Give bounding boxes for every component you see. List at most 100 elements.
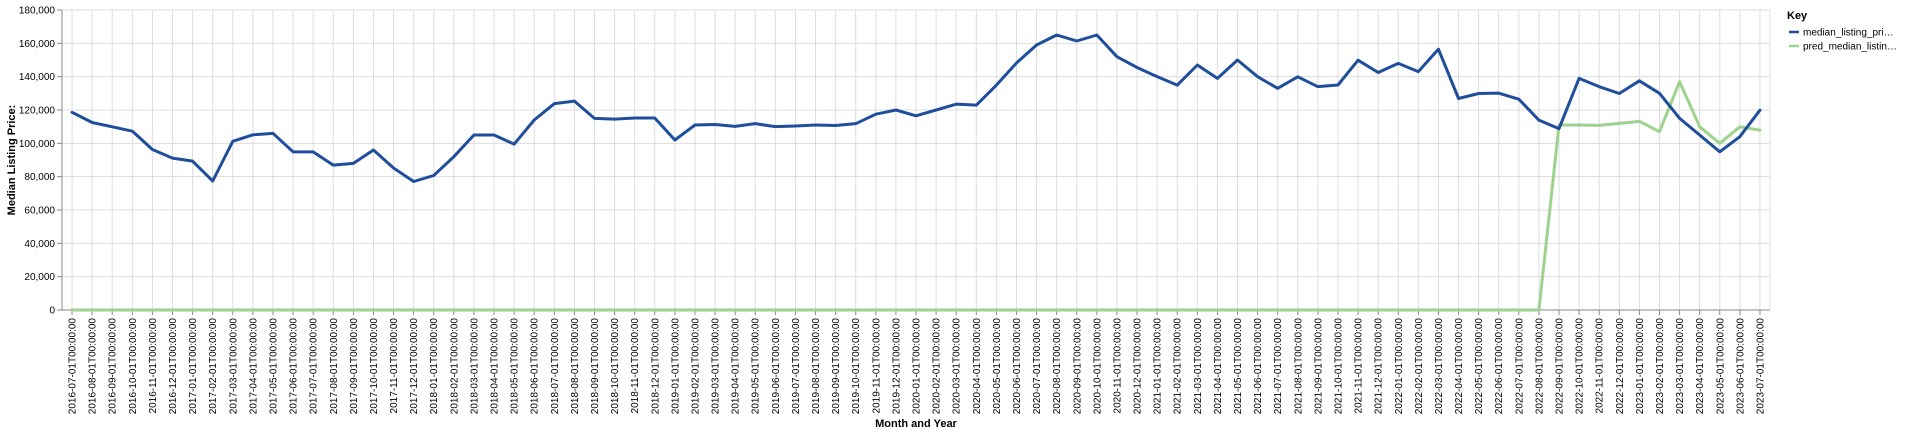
x-tick-label: 2022-03-01T00:00:00	[1434, 318, 1445, 415]
x-tick-label: 2020-10-01T00:00:00	[1092, 318, 1103, 415]
x-tick-label: 2017-02-01T00:00:00	[208, 318, 219, 415]
x-tick-label: 2019-02-01T00:00:00	[690, 318, 701, 415]
x-tick-label: 2019-11-01T00:00:00	[871, 318, 882, 414]
x-tick-label: 2020-05-01T00:00:00	[992, 318, 1003, 415]
x-tick-label: 2017-10-01T00:00:00	[369, 318, 380, 415]
x-tick-label: 2017-03-01T00:00:00	[228, 318, 239, 415]
y-tick-label: 180,000	[19, 6, 56, 17]
x-tick-label: 2018-03-01T00:00:00	[469, 318, 480, 415]
x-tick-label: 2020-07-01T00:00:00	[1032, 318, 1043, 415]
x-tick-label: 2022-10-01T00:00:00	[1575, 318, 1586, 415]
y-tick-label: 140,000	[19, 72, 56, 83]
x-tick-label: 2019-10-01T00:00:00	[851, 318, 862, 415]
x-tick-label: 2022-12-01T00:00:00	[1615, 318, 1626, 415]
x-tick-label: 2020-12-01T00:00:00	[1133, 318, 1144, 415]
y-tick-label: 40,000	[24, 239, 55, 250]
x-tick-label: 2022-11-01T00:00:00	[1595, 318, 1606, 414]
x-tick-label: 2022-01-01T00:00:00	[1394, 318, 1405, 415]
y-tick-label: 60,000	[24, 206, 55, 217]
x-tick-label: 2016-11-01T00:00:00	[148, 318, 159, 414]
x-tick-label: 2019-08-01T00:00:00	[811, 318, 822, 415]
x-tick-label: 2018-05-01T00:00:00	[510, 318, 521, 415]
x-tick-label: 2021-09-01T00:00:00	[1313, 318, 1324, 415]
x-tick-label: 2016-09-01T00:00:00	[108, 318, 119, 415]
x-tick-label: 2018-07-01T00:00:00	[550, 318, 561, 415]
x-tick-label: 2018-02-01T00:00:00	[449, 318, 460, 415]
y-tick-label: 160,000	[19, 39, 56, 50]
x-tick-label: 2021-02-01T00:00:00	[1173, 318, 1184, 415]
x-tick-label: 2017-11-01T00:00:00	[389, 318, 400, 414]
x-tick-label: 2019-06-01T00:00:00	[771, 318, 782, 415]
x-tick-label: 2023-04-01T00:00:00	[1695, 318, 1706, 415]
x-tick-label: 2018-10-01T00:00:00	[610, 318, 621, 415]
x-tick-label: 2021-11-01T00:00:00	[1354, 318, 1365, 414]
x-tick-label: 2021-08-01T00:00:00	[1293, 318, 1304, 415]
x-tick-label: 2022-07-01T00:00:00	[1514, 318, 1525, 415]
legend: Key median_listing_pri… pred_median_listi…	[1787, 10, 1897, 53]
x-tick-label: 2022-08-01T00:00:00	[1534, 318, 1545, 415]
x-tick-label: 2019-05-01T00:00:00	[751, 318, 762, 415]
y-tick-label: 120,000	[19, 106, 56, 117]
x-tick-label: 2018-04-01T00:00:00	[490, 318, 501, 415]
x-tick-label: 2018-09-01T00:00:00	[590, 318, 601, 415]
legend-label: pred_median_listin…	[1803, 42, 1897, 53]
x-tick-label: 2018-06-01T00:00:00	[530, 318, 541, 415]
x-tick-label: 2017-08-01T00:00:00	[329, 318, 340, 415]
x-tick-label: 2017-01-01T00:00:00	[188, 318, 199, 415]
y-tick-label: 0	[49, 306, 55, 317]
x-tick-label: 2018-11-01T00:00:00	[630, 318, 641, 414]
x-tick-label: 2016-07-01T00:00:00	[68, 318, 79, 415]
x-tick-label: 2022-06-01T00:00:00	[1494, 318, 1505, 415]
x-tick-label: 2019-12-01T00:00:00	[891, 318, 902, 415]
x-tick-label: 2022-09-01T00:00:00	[1555, 318, 1566, 415]
x-tick-label: 2017-06-01T00:00:00	[289, 318, 300, 415]
x-tick-label: 2019-01-01T00:00:00	[670, 318, 681, 415]
x-tick-label: 2019-04-01T00:00:00	[731, 318, 742, 415]
tick-labels: 0 20,000 40,000 60,000 80,000 100,000 120,000 1…	[19, 6, 1767, 415]
x-tick-label: 2023-06-01T00:00:00	[1735, 318, 1746, 415]
x-tick-label: 2023-05-01T00:00:00	[1715, 318, 1726, 415]
x-tick-label: 2021-04-01T00:00:00	[1213, 318, 1224, 415]
x-tick-label: 2019-07-01T00:00:00	[791, 318, 802, 415]
x-tick-label: 2018-08-01T00:00:00	[570, 318, 581, 415]
x-tick-label: 2020-03-01T00:00:00	[952, 318, 963, 415]
x-tick-label: 2018-01-01T00:00:00	[429, 318, 440, 415]
x-axis-title: Month and Year	[875, 418, 957, 430]
gridlines	[62, 9, 1770, 311]
y-tick-label: 100,000	[19, 139, 56, 150]
y-tick-label: 20,000	[24, 272, 55, 283]
x-tick-label: 2020-02-01T00:00:00	[932, 318, 943, 415]
x-tick-label: 2021-03-01T00:00:00	[1193, 318, 1204, 415]
x-tick-label: 2020-09-01T00:00:00	[1072, 318, 1083, 415]
x-tick-label: 2017-12-01T00:00:00	[409, 318, 420, 415]
x-tick-label: 2022-04-01T00:00:00	[1454, 318, 1465, 415]
x-tick-label: 2017-05-01T00:00:00	[268, 318, 279, 415]
y-axis-title: Median Listing Price:	[6, 105, 18, 216]
x-tick-label: 2020-11-01T00:00:00	[1112, 318, 1123, 414]
x-tick-label: 2021-10-01T00:00:00	[1333, 318, 1344, 415]
x-tick-label: 2017-04-01T00:00:00	[248, 318, 259, 415]
series-line-1	[70, 33, 1762, 183]
x-tick-label: 2022-05-01T00:00:00	[1474, 318, 1485, 415]
x-tick-label: 2016-12-01T00:00:00	[168, 318, 179, 415]
x-tick-label: 2016-10-01T00:00:00	[128, 318, 139, 415]
x-tick-label: 2019-03-01T00:00:00	[711, 318, 722, 415]
x-tick-label: 2016-08-01T00:00:00	[88, 318, 99, 415]
x-tick-label: 2022-02-01T00:00:00	[1414, 318, 1425, 415]
y-tick-label: 80,000	[24, 172, 55, 183]
legend-items: median_listing_pri… pred_median_listin…	[1789, 28, 1897, 53]
x-tick-label: 2019-09-01T00:00:00	[831, 318, 842, 415]
x-tick-label: 2023-03-01T00:00:00	[1675, 318, 1686, 415]
legend-title: Key	[1787, 10, 1808, 22]
x-tick-label: 2020-01-01T00:00:00	[912, 318, 923, 415]
x-tick-label: 2021-05-01T00:00:00	[1233, 318, 1244, 415]
axes	[57, 9, 1771, 315]
legend-label: median_listing_pri…	[1803, 28, 1894, 39]
series-line-2	[70, 80, 1762, 312]
x-tick-label: 2017-09-01T00:00:00	[349, 318, 360, 415]
x-tick-label: 2023-07-01T00:00:00	[1755, 318, 1766, 415]
x-tick-label: 2018-12-01T00:00:00	[650, 318, 661, 415]
x-tick-label: 2021-07-01T00:00:00	[1273, 318, 1284, 415]
x-tick-label: 2020-06-01T00:00:00	[1012, 318, 1023, 415]
